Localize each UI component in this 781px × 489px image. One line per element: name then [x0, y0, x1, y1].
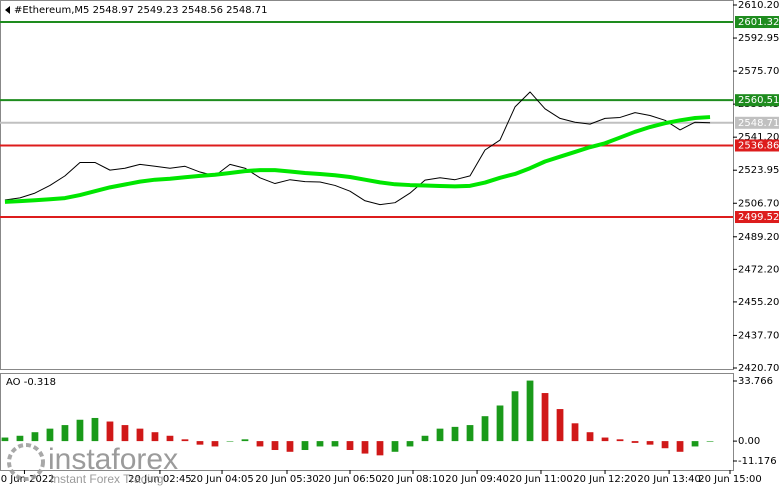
y-tick-label: 2489.20 [738, 232, 779, 243]
ao-bar [571, 423, 579, 442]
ao-bar [511, 391, 519, 442]
ao-bar [331, 441, 339, 447]
x-tick-label: 20 Jun 06:50 [318, 474, 382, 485]
ao-bar [376, 441, 384, 456]
ao-bar [136, 428, 144, 442]
y-tick-label: 0.00 [738, 436, 760, 447]
watermark: instaforex Instant Forex Trading [7, 443, 178, 486]
ao-bar [391, 441, 399, 452]
ao-bar [481, 416, 489, 442]
level-label-bg [735, 139, 779, 152]
price-panel [0, 0, 734, 370]
ao-bar [271, 441, 279, 451]
level-label: 2499.52 [738, 212, 779, 223]
ao-bar [121, 425, 129, 442]
y-tick-label: 2472.20 [738, 264, 779, 275]
ao-bar [646, 441, 654, 445]
x-tick-label: 20 Jun 09:40 [445, 474, 509, 485]
x-tick-label: 20 Jun 11:00 [509, 474, 573, 485]
ao-bar [16, 435, 24, 442]
ao-bar [421, 435, 429, 442]
ao-bar [451, 426, 459, 442]
y-tick-label: 2455.20 [738, 297, 779, 308]
ao-bar [661, 441, 669, 449]
ao-bar [31, 432, 39, 442]
level-label: 2601.32 [738, 17, 779, 28]
ao-bar [1, 437, 9, 442]
ao-bar [601, 437, 609, 442]
ao-bar [616, 439, 624, 442]
ao-bar [706, 441, 714, 442]
panel-title: AO -0.318 [6, 377, 56, 388]
level-label: 2548.71 [738, 118, 779, 129]
level-label-bg [735, 16, 779, 29]
level-label-bg [735, 211, 779, 224]
ao-bar [286, 441, 294, 452]
x-tick-label: 20 Jun 04:05 [190, 474, 254, 485]
ao-bar [436, 428, 444, 442]
ao-bar [586, 432, 594, 442]
watermark-logo [7, 443, 45, 481]
ao-bar [181, 439, 189, 442]
ao-bar [106, 421, 114, 442]
x-tick-label: 20 Jun 13:40 [637, 474, 701, 485]
ao-bar [346, 441, 354, 451]
ao-bar [406, 441, 414, 447]
ao-bar [631, 441, 639, 443]
ao-bar [46, 428, 54, 442]
ao-bar [91, 417, 99, 442]
x-tick-label: 20 Jun 08:10 [381, 474, 445, 485]
y-tick-label: 2523.95 [738, 165, 779, 176]
x-tick-label: 20 Jun 12:20 [573, 474, 637, 485]
symbol-header: #Ethereum,M5 2548.97 2549.23 2548.56 254… [14, 5, 268, 16]
ao-panel [0, 373, 734, 471]
y-tick-label: 2610.20 [738, 0, 779, 11]
y-tick-label: 2592.95 [738, 33, 779, 44]
ao-bar [526, 380, 534, 442]
y-tick-label: -11.176 [738, 456, 777, 467]
ao-bar [301, 441, 309, 451]
price-line [4, 115, 711, 204]
ao-bar [361, 441, 369, 454]
ao-bar [226, 441, 234, 442]
ao-bar [466, 425, 474, 442]
ao-bar [541, 393, 549, 442]
ao-bar [691, 441, 699, 447]
x-tick-label: 20 Jun 02:45 [128, 474, 192, 485]
watermark-brand: instaforex [48, 443, 178, 476]
level-label: 2560.51 [738, 95, 779, 106]
level-label-bg [735, 94, 779, 107]
ao-bar [676, 441, 684, 452]
x-tick-label: 20 Jun 15:00 [698, 474, 762, 485]
ao-bar [151, 432, 159, 442]
header-arrow [5, 6, 10, 14]
ao-bar [166, 435, 174, 442]
y-tick-label: 2575.70 [738, 66, 779, 77]
ao-bar [256, 441, 264, 447]
y-tick-label: 2420.70 [738, 363, 779, 374]
ao-bar [556, 409, 564, 442]
ao-bar [211, 441, 219, 447]
y-tick-label: 33.766 [738, 376, 773, 387]
x-tick-label: 20 Jun 05:30 [255, 474, 319, 485]
level-label-bg [735, 116, 779, 129]
ao-bar [496, 405, 504, 442]
ao-bar [76, 419, 84, 442]
ao-bar [196, 441, 204, 445]
ao-bar [241, 439, 249, 442]
y-tick-label: 2541.20 [738, 132, 779, 143]
level-label: 2536.86 [738, 140, 779, 151]
price-line [4, 91, 711, 206]
ao-bar [316, 441, 324, 447]
y-tick-label: 2506.70 [738, 198, 779, 209]
y-tick-label: 2437.70 [738, 330, 779, 341]
ao-bar [61, 425, 69, 442]
watermark-tagline: Instant Forex Trading [50, 472, 163, 486]
